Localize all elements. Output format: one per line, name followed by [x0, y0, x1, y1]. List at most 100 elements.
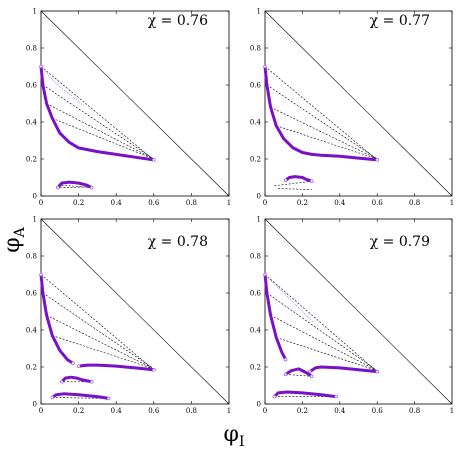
binodal-endpoint [90, 185, 94, 190]
y-tick-label: 0.8 [26, 45, 37, 53]
binodal-endpoint [272, 394, 277, 399]
tie-line [52, 118, 154, 160]
x-tick-label: 1 [227, 199, 231, 207]
binodal-endpoint [308, 369, 312, 374]
plot-frame [40, 218, 230, 405]
y-tick-label: 0.6 [26, 82, 38, 90]
x-tick-label: 1 [227, 407, 231, 415]
y-tick-label: 0.4 [250, 327, 262, 335]
y-tick-label: 0 [257, 193, 261, 201]
y-tick-label: 0.2 [26, 156, 37, 164]
x-tick-label: 0.4 [111, 407, 123, 415]
y-axis-label-symbol: φ [0, 237, 25, 252]
y-tick-label: 0 [33, 193, 37, 201]
x-tick-label: 0 [263, 407, 267, 415]
binodal-endpoint [152, 158, 156, 162]
binodal-endpoint [310, 374, 314, 379]
chi-label: χ = 0.76 [148, 13, 208, 29]
binodal-endpoint [39, 272, 43, 277]
tie-line [274, 180, 312, 187]
binodal-lower-loop [56, 180, 94, 190]
binodal-endpoint [334, 394, 338, 399]
tie-line [46, 314, 154, 370]
binodal-endpoint [59, 380, 64, 384]
tie-line [264, 274, 378, 372]
x-tick-label: 0.4 [111, 199, 123, 207]
y-tick-label: 0 [33, 401, 37, 409]
binodal-lower-loop-lower [272, 390, 338, 399]
plot-frame [264, 10, 453, 197]
y-tick-label: 0 [257, 401, 261, 409]
binodal-endpoint [50, 395, 55, 400]
y-tick-label: 1 [33, 216, 37, 224]
y-tick-label: 0.4 [26, 327, 38, 335]
binodal-lower-loop [284, 175, 314, 183]
tie-line [42, 292, 154, 370]
binodal-endpoint [263, 64, 267, 69]
svg-text:φI: φI [224, 422, 245, 450]
tie-line [59, 186, 92, 188]
binodal-binodal-right [77, 363, 156, 372]
x-tick-label: 0 [39, 199, 43, 207]
x-axis-label-subscript: I [239, 434, 245, 450]
y-tick-label: 0.4 [250, 119, 262, 127]
x-tick-label: 0.8 [409, 407, 420, 415]
diagonal-line [264, 218, 453, 405]
x-axis-label: φI [224, 422, 245, 450]
plot-frame [264, 218, 453, 405]
y-axis-label-subscript: A [12, 226, 28, 238]
tie-line [40, 66, 154, 161]
y-tick-label: 0.8 [250, 45, 261, 53]
binodal-endpoint [152, 368, 156, 372]
y-tick-label: 0.2 [250, 156, 261, 164]
diagonal-line [40, 10, 230, 197]
binodal-endpoint [71, 361, 75, 366]
x-tick-label: 0.6 [372, 199, 384, 207]
x-tick-label: 0.2 [297, 199, 308, 207]
binodal-binodal [39, 65, 156, 162]
chi-label: χ = 0.79 [370, 234, 430, 250]
binodal-endpoint [56, 185, 60, 190]
x-tick-label: 0.2 [297, 407, 308, 415]
binodal-endpoint [310, 179, 314, 183]
x-tick-label: 0 [39, 407, 43, 415]
svg-text:φA: φA [0, 226, 28, 252]
x-tick-label: 0.8 [186, 199, 197, 207]
tie-line [264, 66, 378, 161]
x-tick-label: 1 [450, 407, 454, 415]
binodal-endpoint [375, 369, 379, 374]
plot-frame [40, 10, 230, 197]
tie-line [278, 188, 312, 190]
y-tick-label: 0.4 [26, 119, 38, 127]
binodal-binodal-left [263, 273, 288, 362]
binodal-endpoint [106, 396, 111, 401]
x-tick-label: 0.8 [409, 199, 420, 207]
binodal-binodal [263, 65, 379, 162]
tie-line [285, 374, 312, 377]
tie-line [52, 335, 154, 370]
binodal-lower-loop-upper [284, 367, 314, 378]
panel-2: 00 0.2 0.2 0.4 0.4 0.6 0.6 0.8 0.8 1 1 χ = 0.77 [250, 8, 454, 208]
binodal-metastable [264, 274, 314, 323]
tie-line [270, 106, 378, 160]
tie-line [266, 84, 378, 160]
tie-line [42, 84, 154, 160]
binodal-endpoint [283, 372, 288, 377]
binodal-binodal-left [39, 273, 75, 365]
panel-4: 00 0.2 0.2 0.4 0.4 0.6 0.6 0.8 0.8 1 1 χ = 0.79 [250, 216, 454, 416]
y-tick-label: 1 [257, 216, 261, 224]
x-tick-label: 0.4 [334, 407, 346, 415]
tie-line [40, 274, 154, 371]
x-tick-label: 1 [450, 199, 454, 207]
x-tick-label: 0.8 [186, 407, 197, 415]
x-axis-label-symbol: φ [224, 422, 239, 447]
binodal-metastable [40, 66, 85, 106]
binodal-endpoint [90, 380, 94, 384]
y-tick-label: 1 [257, 8, 261, 16]
y-tick-label: 0.6 [250, 82, 262, 90]
y-tick-label: 1 [33, 8, 37, 16]
y-axis-label: φA [0, 226, 28, 252]
y-tick-label: 0.6 [26, 290, 38, 298]
